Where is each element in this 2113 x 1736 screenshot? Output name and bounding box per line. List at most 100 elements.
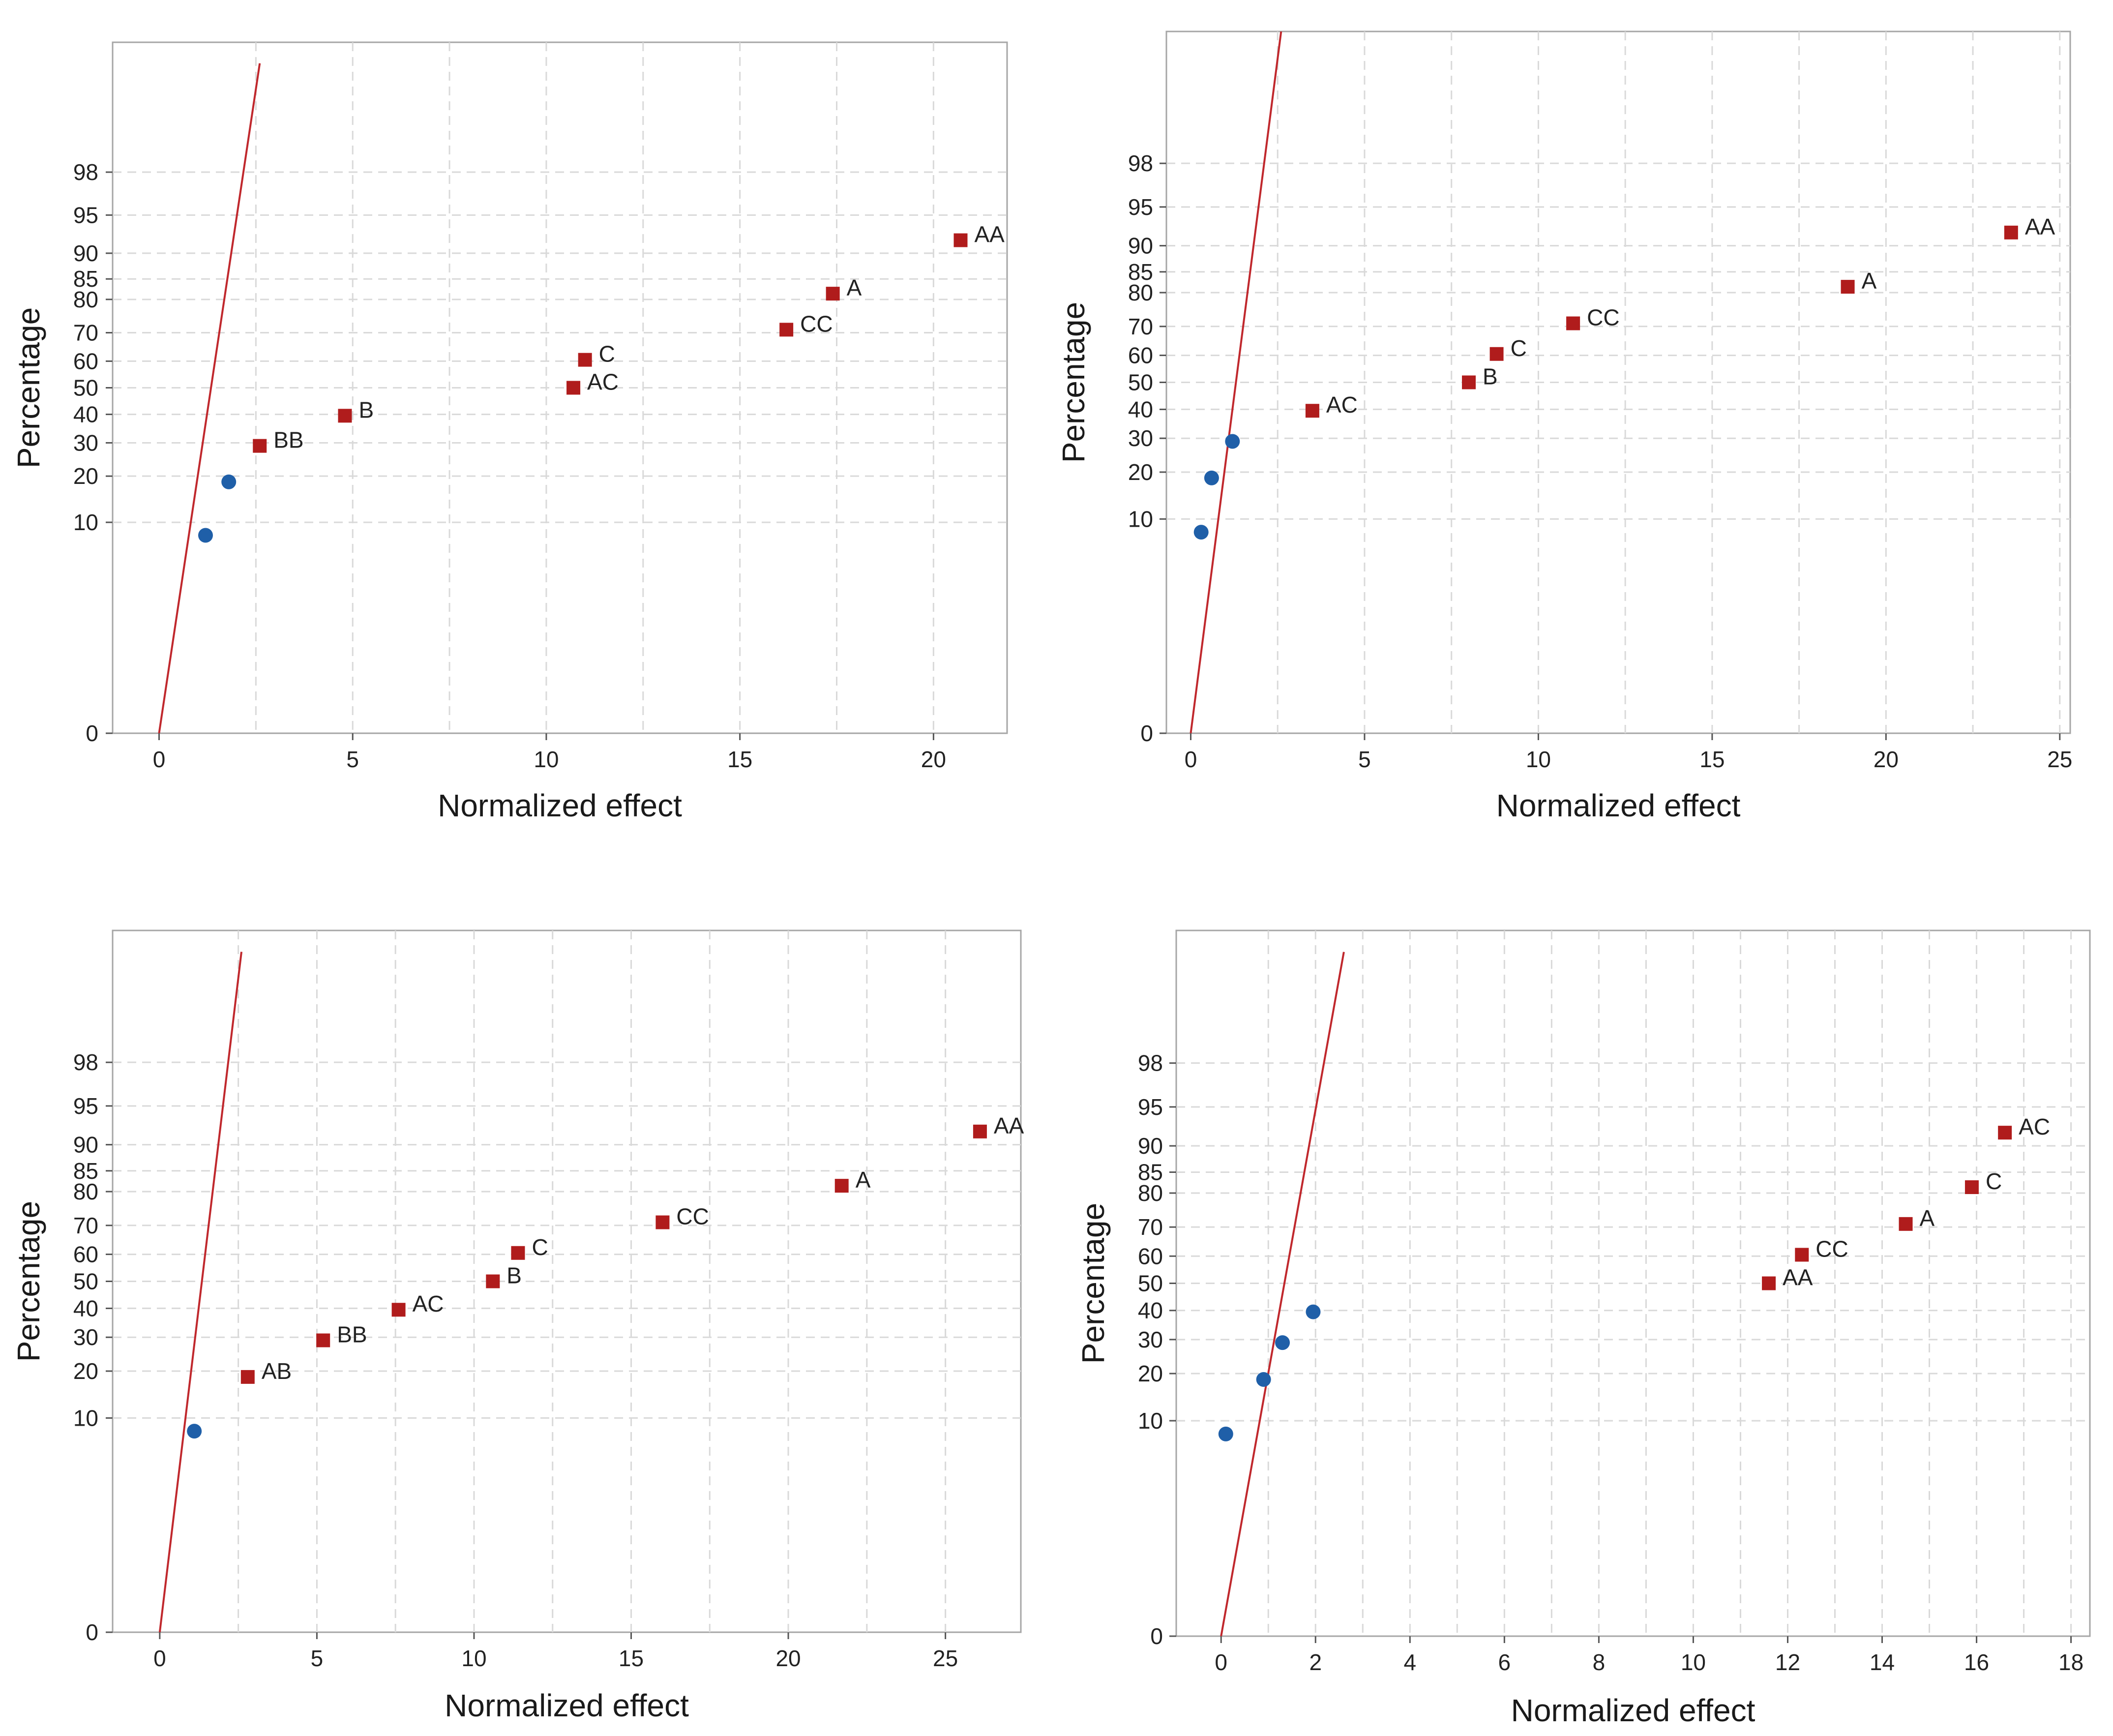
significant-effect-marker	[655, 1215, 670, 1229]
x-tick-label: 0	[153, 1646, 166, 1671]
effect-label: CC	[1587, 305, 1619, 330]
x-tick-label: 14	[1870, 1649, 1895, 1675]
normal-reference-line	[158, 952, 243, 1632]
y-tick-label: 90	[73, 1132, 98, 1158]
y-tick-label: 30	[1128, 425, 1153, 451]
x-tick-label: 0	[1215, 1649, 1227, 1675]
y-tick-label: 95	[73, 202, 98, 228]
y-tick-label: 98	[73, 159, 98, 185]
significant-effect-marker	[834, 1179, 849, 1193]
significant-effect-marker	[1998, 1126, 2012, 1140]
x-axis-title: Normalized effect	[1511, 1693, 1756, 1728]
x-tick-label: 12	[1775, 1649, 1800, 1675]
significant-effect-marker	[1964, 1180, 1979, 1195]
plot-marks	[1166, 31, 2070, 733]
x-tick-label: 0	[1185, 747, 1197, 772]
effect-label: A	[1862, 268, 1877, 294]
significant-effect-marker	[240, 1370, 255, 1384]
y-tick-label: 20	[73, 463, 98, 489]
y-tick-label: 85	[73, 1158, 98, 1184]
effect-label: AA	[975, 222, 1005, 247]
y-tick-label: 95	[1128, 194, 1153, 220]
y-tick-label: 80	[73, 1179, 98, 1204]
y-tick-label: 70	[1128, 314, 1153, 339]
normal-reference-line	[1220, 952, 1345, 1636]
y-tick-label: 50	[1138, 1271, 1163, 1296]
y-tick-label: 10	[1138, 1408, 1163, 1434]
nonsignificant-effect-marker	[1256, 1372, 1271, 1387]
x-tick-label: 10	[1681, 1649, 1706, 1675]
y-axis-title: Percentage	[11, 307, 46, 468]
y-tick-label: 85	[1138, 1160, 1163, 1185]
significant-effect-marker	[1489, 347, 1504, 361]
significant-effect-marker	[1762, 1276, 1776, 1290]
y-tick-label: 0	[1140, 720, 1153, 746]
y-tick-label: 40	[1128, 396, 1153, 422]
y-tick-label: 0	[86, 1619, 98, 1645]
y-tick-label: 90	[1138, 1133, 1163, 1159]
y-tick-label: 98	[1128, 150, 1153, 176]
x-tick-label: 4	[1404, 1649, 1417, 1675]
x-tick-label: 20	[775, 1646, 801, 1671]
effect-label: C	[1511, 335, 1527, 361]
effect-label: AC	[2019, 1114, 2050, 1139]
x-tick-label: 5	[311, 1646, 324, 1671]
effect-label: BB	[273, 427, 303, 453]
x-tick-label: 5	[346, 747, 359, 772]
y-tick-label: 30	[1138, 1327, 1163, 1352]
effect-label: C	[1986, 1168, 2002, 1194]
effect-label: AB	[262, 1358, 292, 1384]
effect-label: A	[1920, 1205, 1935, 1231]
effect-label: A	[847, 275, 862, 300]
y-tick-label: 10	[1128, 506, 1153, 532]
effect-label: C	[599, 341, 615, 367]
effect-label: B	[358, 397, 374, 422]
significant-effect-marker	[578, 353, 592, 367]
significant-effect-marker	[253, 439, 267, 453]
y-tick-label: 90	[1128, 233, 1153, 259]
y-tick-label: 0	[86, 720, 98, 746]
y-tick-label: 70	[73, 1213, 98, 1238]
effect-label: A	[856, 1167, 871, 1193]
significant-effect-marker	[316, 1333, 330, 1347]
significant-effect-marker	[1566, 316, 1580, 330]
y-tick-label: 60	[1128, 343, 1153, 368]
effect-label: CC	[800, 311, 833, 336]
y-tick-label: 85	[1128, 259, 1153, 285]
effect-label: B	[506, 1263, 522, 1288]
effect-label: AA	[994, 1113, 1024, 1138]
nonsignificant-effect-marker	[1218, 1426, 1233, 1441]
x-tick-label: 10	[1526, 747, 1551, 772]
y-tick-label: 60	[73, 1242, 98, 1267]
effect-label: AC	[1326, 392, 1358, 418]
y-tick-label: 40	[73, 1295, 98, 1321]
significant-effect-marker	[338, 409, 352, 423]
nonsignificant-effect-marker	[1225, 434, 1240, 449]
y-tick-label: 80	[1128, 280, 1153, 305]
x-tick-label: 0	[153, 747, 166, 772]
significant-effect-marker	[1462, 375, 1476, 389]
x-axis-title: Normalized effect	[438, 788, 682, 823]
y-tick-label: 10	[73, 1405, 98, 1431]
effect-label: C	[532, 1234, 548, 1260]
nonsignificant-effect-marker	[198, 528, 213, 543]
y-tick-label: 10	[73, 509, 98, 535]
y-tick-label: 50	[73, 1269, 98, 1294]
x-tick-label: 2	[1309, 1649, 1322, 1675]
significant-effect-marker	[1795, 1248, 1809, 1262]
y-tick-label: 40	[73, 402, 98, 427]
effect-label: AC	[587, 369, 619, 395]
x-tick-label: 20	[921, 747, 946, 772]
y-tick-label: 50	[73, 375, 98, 401]
plot-marks	[113, 930, 1021, 1632]
significant-effect-marker	[826, 287, 840, 301]
nonsignificant-effect-marker	[221, 474, 237, 489]
y-tick-label: 50	[1128, 370, 1153, 395]
effect-label: B	[1483, 364, 1498, 389]
significant-effect-marker	[779, 323, 794, 337]
x-tick-label: 5	[1358, 747, 1371, 772]
y-tick-label: 30	[73, 430, 98, 455]
